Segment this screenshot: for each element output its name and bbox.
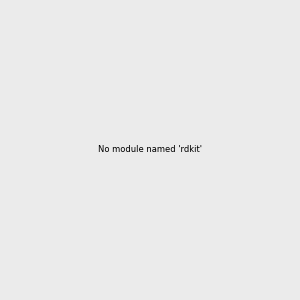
Text: No module named 'rdkit': No module named 'rdkit' [98, 146, 202, 154]
